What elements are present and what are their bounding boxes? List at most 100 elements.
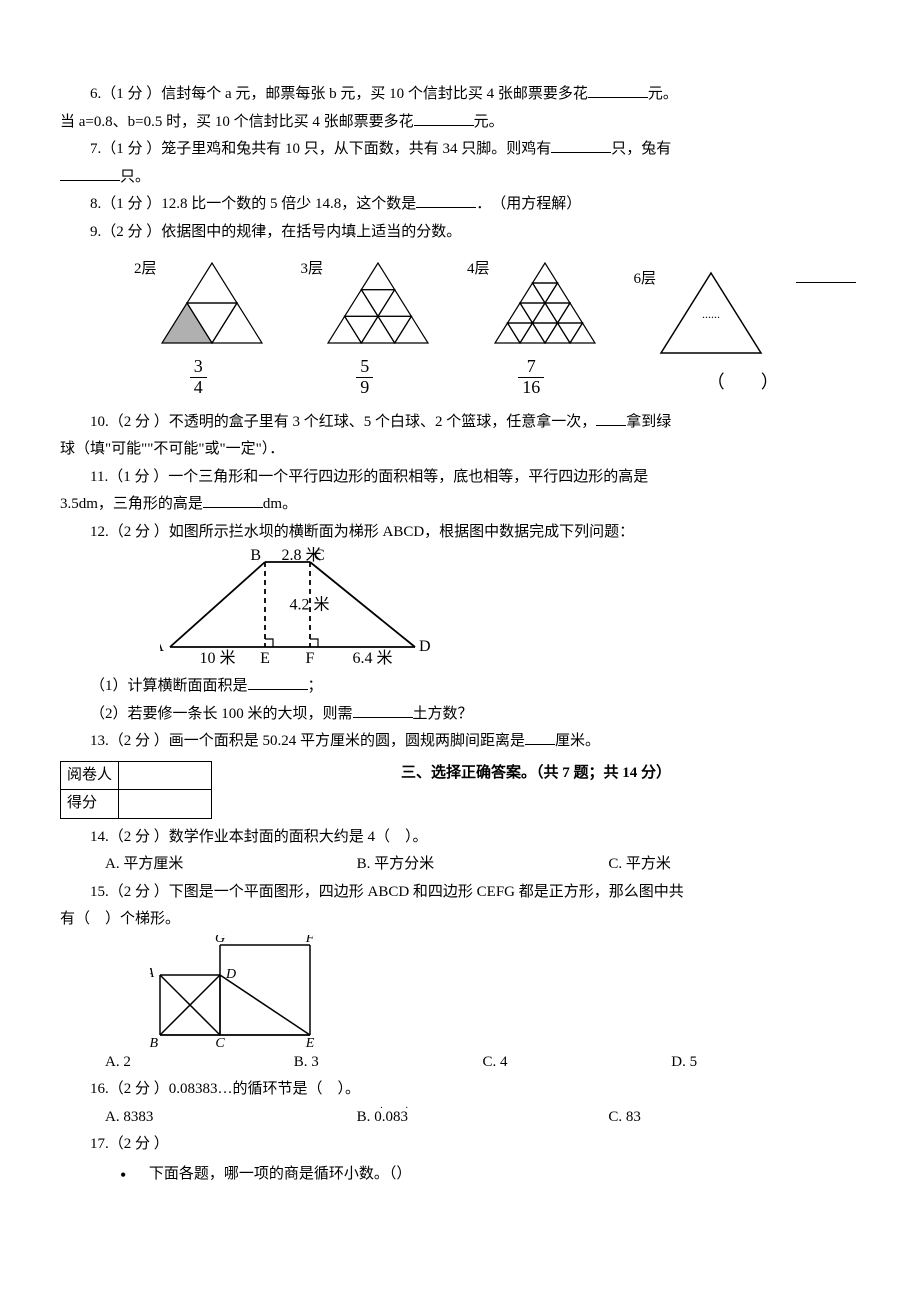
q6-text-b: 元。 (648, 86, 678, 102)
q10-blank[interactable] (596, 410, 626, 426)
q12-1-blank[interactable] (248, 674, 308, 690)
triangle-fraction: 34 (130, 357, 267, 398)
svg-text:2.8 米: 2.8 米 (281, 547, 321, 564)
q17-text: 17.（2 分 ） (90, 1136, 169, 1152)
q12-2-a: （2）若要修一条长 100 米的大坝，则需 (90, 706, 353, 722)
bullet-icon: • (120, 1160, 126, 1191)
q7-blank-1[interactable] (551, 137, 611, 153)
triangle-fraction: 59 (297, 357, 434, 398)
triangle-svg (323, 257, 433, 347)
q6-text-a: 6.（1 分 ）信封每个 a 元，邮票每张 b 元，买 10 个信封比买 4 张… (90, 86, 588, 102)
svg-text:E: E (305, 1036, 315, 1050)
q16-opt-c[interactable]: C. 83 (608, 1105, 860, 1131)
svg-text:F: F (306, 650, 315, 667)
svg-text:......: ...... (702, 307, 720, 321)
triangle-layer-label: 4层 (463, 257, 490, 283)
svg-text:E: E (260, 650, 270, 667)
triangle-svg: ...... (656, 267, 766, 357)
q8-blank[interactable] (416, 192, 476, 208)
triangle-fraction: （ ） (630, 367, 857, 398)
trapezoid-figure: ABCDEF2.8 米4.2 米10 米6.4 米 (160, 547, 860, 672)
triangle-fraction: 716 (463, 357, 600, 398)
q13-blank[interactable] (525, 729, 555, 745)
q15-options: A. 2 B. 3 C. 4 D. 5 (60, 1050, 860, 1076)
question-13: 13.（2 分 ）画一个面积是 50.24 平方厘米的圆，圆规两脚间距离是厘米。 (60, 729, 860, 755)
q7-a: 7.（1 分 ）笼子里鸡和兔共有 10 只，从下面数，共有 34 只脚。则鸡有 (90, 141, 551, 157)
trapezoid-svg: ABCDEF2.8 米4.2 米10 米6.4 米 (160, 547, 440, 672)
question-6: 6.（1 分 ）信封每个 a 元，邮票每张 b 元，买 10 个信封比买 4 张… (60, 82, 860, 108)
question-16: 16.（2 分 ）0.08383…的循环节是（ ）。 (60, 1077, 860, 1103)
q15-l2: 有（ ）个梯形。 (60, 911, 180, 927)
question-7-line2: 只。 (60, 165, 860, 191)
q10-l2: 球（填"可能""不可能"或"一定"）． (60, 441, 284, 457)
q11-a: 11.（1 分 ）一个三角形和一个平行四边形的面积相等，底也相等，平行四边形的高… (90, 469, 648, 485)
q14-text: 14.（2 分 ）数学作业本封面的面积大约是 4（ ）。 (90, 829, 428, 845)
svg-text:B: B (150, 1036, 158, 1050)
question-11: 11.（1 分 ）一个三角形和一个平行四边形的面积相等，底也相等，平行四边形的高… (60, 465, 860, 491)
question-15: 15.（2 分 ）下图是一个平面图形，四边形 ABCD 和四边形 CEFG 都是… (60, 880, 860, 906)
triangle-layer-label: 6层 (630, 267, 657, 293)
grader-table: 阅卷人 得分 (60, 761, 212, 819)
q6-l2-a: 当 a=0.8、b=0.5 时，买 10 个信封比买 4 张邮票要多花 (60, 114, 414, 130)
q15-opt-c[interactable]: C. 4 (483, 1050, 672, 1076)
question-12-1: （1）计算横断面面积是 ； (60, 674, 860, 700)
svg-text:A: A (150, 966, 154, 981)
q7-blank-2[interactable] (60, 165, 120, 181)
question-11-line2: 3.5dm，三角形的高是 dm。 (60, 492, 860, 518)
question-15-line2: 有（ ）个梯形。 (60, 907, 860, 933)
q17-bullet-text: 下面各题，哪一项的商是循环小数。（） (149, 1162, 412, 1188)
q12-2-blank[interactable] (353, 702, 413, 718)
question-14: 14.（2 分 ）数学作业本封面的面积大约是 4（ ）。 (60, 825, 860, 851)
q6-l2-b: 元。 (474, 114, 504, 130)
q7-b: 只，兔有 (611, 141, 671, 157)
q12-2-b: 土方数？ (413, 706, 473, 722)
q6-blank-2[interactable] (414, 110, 474, 126)
triangle-block: 4层 716 (463, 257, 600, 398)
score-blank[interactable] (119, 790, 212, 819)
q16-text: 16.（2 分 ）0.08383…的循环节是（ ）。 (90, 1081, 360, 1097)
q15-opt-a[interactable]: A. 2 (105, 1050, 294, 1076)
squares-figure: ABCDEFG (150, 935, 860, 1050)
q11-l2-a: 3.5dm，三角形的高是 (60, 496, 203, 512)
q16-opt-b[interactable]: B. ··0.083 (357, 1105, 609, 1131)
triangle-layer-label: 3层 (297, 257, 324, 283)
q6-blank-1[interactable] (588, 82, 648, 98)
q15-opt-d[interactable]: D. 5 (671, 1050, 860, 1076)
score-label: 得分 (61, 790, 119, 819)
q8-a: 8.（1 分 ）12.8 比一个数的 5 倍少 14.8，这个数是 (90, 196, 416, 212)
q11-blank[interactable] (203, 492, 263, 508)
triangle-answer-blank[interactable] (796, 267, 856, 283)
q12-1-a: （1）计算横断面面积是 (90, 678, 248, 694)
q10-a: 10.（2 分 ）不透明的盒子里有 3 个红球、5 个白球、2 个篮球，任意拿一… (90, 414, 596, 430)
q13-b: 厘米。 (555, 733, 600, 749)
q16-recurring: ··0.083 (374, 1105, 408, 1131)
svg-text:F: F (305, 935, 315, 946)
q9-text: 9.（2 分 ）依据图中的规律，在括号内填上适当的分数。 (90, 224, 461, 240)
q14-opt-a[interactable]: A. 平方厘米 (105, 852, 357, 878)
q12-1-b: ； (308, 678, 323, 694)
svg-text:G: G (215, 935, 225, 946)
svg-text:A: A (160, 638, 164, 655)
q16-options: A. 8383 B. ··0.083 C. 83 (60, 1105, 860, 1131)
q14-options: A. 平方厘米 B. 平方分米 C. 平方米 (60, 852, 860, 878)
svg-text:6.4 米: 6.4 米 (352, 649, 392, 667)
q10-b: 拿到绿 (626, 414, 671, 430)
q16-opt-a[interactable]: A. 8383 (105, 1105, 357, 1131)
triangle-svg (157, 257, 267, 347)
question-9: 9.（2 分 ）依据图中的规律，在括号内填上适当的分数。 (60, 220, 860, 246)
question-17: 17.（2 分 ） (60, 1132, 860, 1158)
squares-svg: ABCDEFG (150, 935, 330, 1050)
triangle-block: 2层34 (130, 257, 267, 398)
section-3-header: 阅卷人 得分 三、选择正确答案。（共 7 题；共 14 分） (60, 757, 860, 823)
q14-opt-c[interactable]: C. 平方米 (608, 852, 860, 878)
q11-l2-b: dm。 (263, 496, 297, 512)
svg-text:B: B (250, 547, 261, 564)
triangle-svg (490, 257, 600, 347)
q15-opt-b[interactable]: B. 3 (294, 1050, 483, 1076)
grader-label: 阅卷人 (61, 761, 119, 790)
q12-text: 12.（2 分 ）如图所示拦水坝的横断面为梯形 ABCD，根据图中数据完成下列问… (90, 524, 634, 540)
q14-opt-b[interactable]: B. 平方分米 (357, 852, 609, 878)
question-8: 8.（1 分 ）12.8 比一个数的 5 倍少 14.8，这个数是． （用方程解… (60, 192, 860, 218)
svg-text:D: D (419, 638, 431, 655)
grader-blank[interactable] (119, 761, 212, 790)
